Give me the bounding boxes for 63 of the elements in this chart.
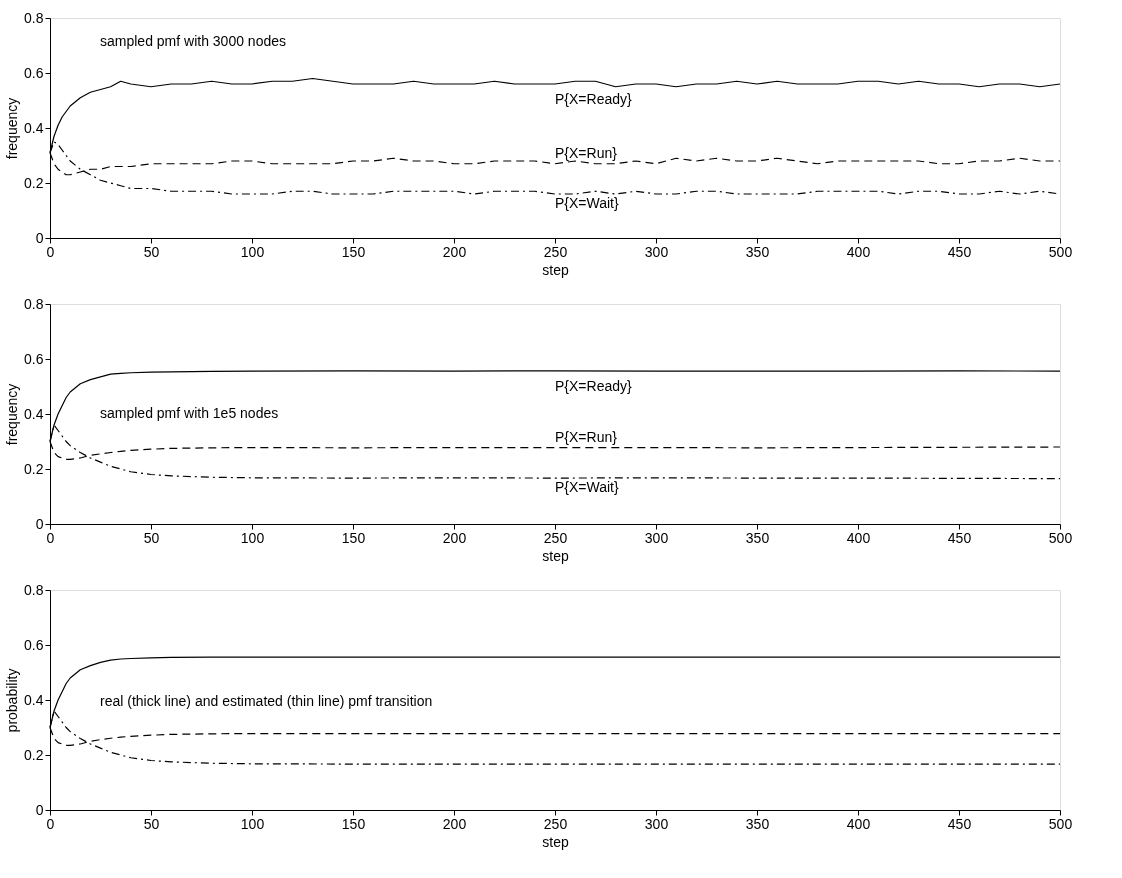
- x-tick-label: 200: [442, 243, 467, 260]
- x-tick-label: 350: [745, 529, 770, 546]
- series-label: P{X=Wait}: [555, 479, 620, 496]
- y-tick-label: 0.2: [24, 174, 44, 191]
- x-tick-label: 0: [46, 243, 55, 260]
- x-tick-label: 300: [644, 243, 669, 260]
- y-axis-title: frequency: [4, 383, 21, 446]
- y-tick-label: 0.4: [24, 691, 44, 708]
- x-tick-label: 350: [745, 815, 770, 832]
- x-axis-title: step: [542, 547, 569, 564]
- y-tick-label: 0.2: [24, 746, 44, 763]
- x-tick-label: 450: [947, 243, 972, 260]
- x-tick-label: 500: [1048, 243, 1073, 260]
- series-label: P{X=Ready}: [555, 377, 632, 394]
- x-tick-label: 50: [143, 243, 160, 260]
- series-label: P{X=Wait}: [555, 195, 620, 211]
- x-tick-label: 250: [543, 529, 568, 546]
- y-axis-title: probability: [4, 668, 21, 733]
- x-tick-label: 500: [1048, 529, 1073, 546]
- y-tick-label: 0.8: [24, 295, 44, 312]
- y-tick-label: 0.4: [24, 405, 44, 422]
- x-tick-label: 400: [846, 815, 871, 832]
- annotation: real (thick line) and estimated (thin line) pmf transition: [100, 693, 433, 709]
- x-axis-title: step: [542, 261, 569, 278]
- x-tick-label: 250: [543, 243, 568, 260]
- x-tick-label: 200: [442, 815, 467, 832]
- x-tick-label: 400: [846, 243, 871, 260]
- y-tick-label: 0: [35, 801, 44, 818]
- x-axis-title: step: [542, 833, 569, 850]
- annotation: sampled pmf with 3000 nodes: [100, 33, 286, 49]
- y-tick-label: 0.6: [24, 64, 44, 81]
- x-tick-label: 0: [46, 529, 55, 546]
- y-tick-label: 0.6: [24, 350, 44, 367]
- x-tick-label: 300: [644, 815, 669, 832]
- x-tick-label: 400: [846, 529, 871, 546]
- x-tick-label: 350: [745, 243, 770, 260]
- x-tick-label: 50: [143, 529, 160, 546]
- y-tick-label: 0: [35, 229, 44, 246]
- x-tick-label: 100: [240, 815, 265, 832]
- x-tick-label: 150: [341, 243, 366, 260]
- x-tick-label: 450: [947, 815, 972, 832]
- y-tick-label: 0.8: [24, 581, 44, 598]
- y-axis-title: frequency: [4, 97, 21, 160]
- x-tick-label: 100: [240, 529, 265, 546]
- x-tick-label: 200: [442, 529, 467, 546]
- x-tick-label: 50: [143, 815, 160, 832]
- x-tick-label: 150: [341, 529, 366, 546]
- x-tick-label: 150: [341, 815, 366, 832]
- y-tick-label: 0.4: [24, 119, 44, 136]
- y-tick-label: 0.2: [24, 460, 44, 477]
- x-tick-label: 450: [947, 529, 972, 546]
- y-tick-label: 0: [35, 515, 44, 532]
- x-tick-label: 0: [46, 815, 55, 832]
- x-tick-label: 250: [543, 815, 568, 832]
- series-label: P{X=Run}: [555, 144, 618, 161]
- y-tick-label: 0.6: [24, 636, 44, 653]
- y-tick-label: 0.8: [24, 9, 44, 26]
- annotation: sampled pmf with 1e5 nodes: [100, 405, 279, 421]
- x-tick-label: 100: [240, 243, 265, 260]
- x-tick-label: 500: [1048, 815, 1073, 832]
- x-tick-label: 300: [644, 529, 669, 546]
- series-label: P{X=Run}: [555, 428, 618, 445]
- series-label: P{X=Ready}: [555, 91, 632, 107]
